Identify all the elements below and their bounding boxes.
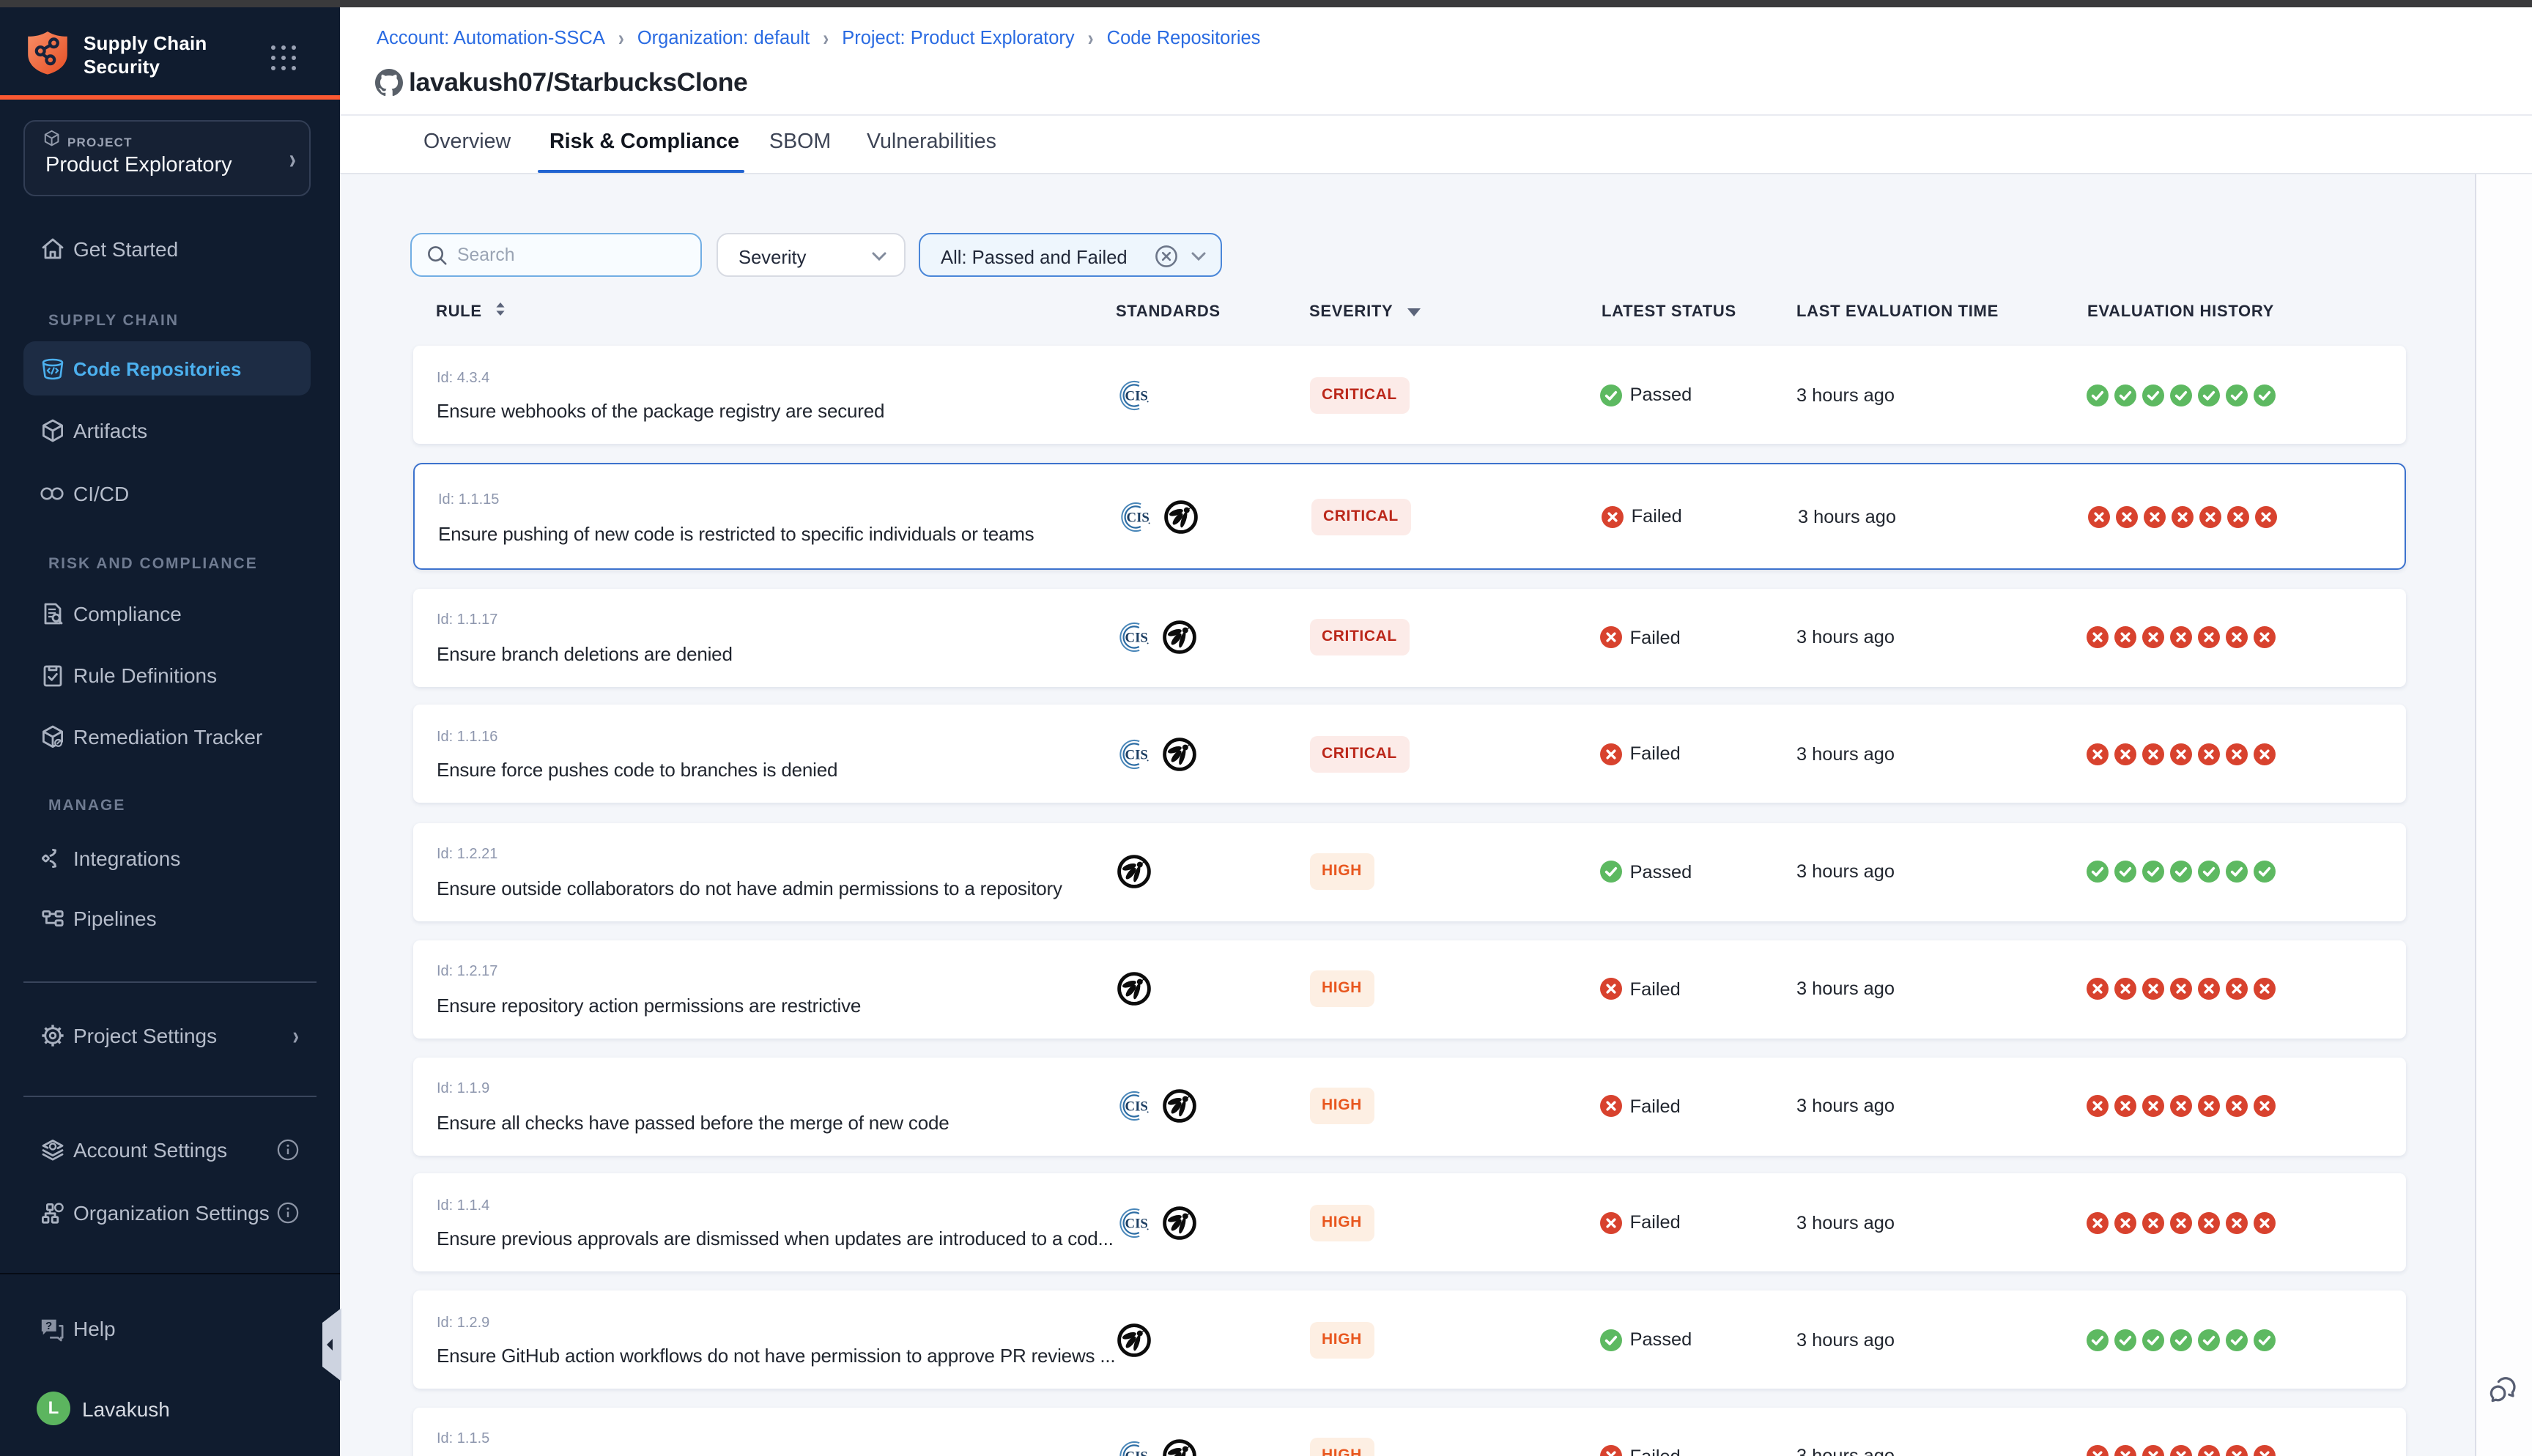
svg-text:CIS: CIS [1125,1099,1148,1115]
svg-text:CIS: CIS [1125,747,1148,762]
svg-text:CIS: CIS [1125,388,1148,404]
svg-text:CIS: CIS [1125,631,1148,646]
svg-text:?: ? [45,1319,52,1331]
svg-text:CIS: CIS [1127,510,1150,525]
svg-text:CIS: CIS [1125,1216,1148,1231]
svg-text:CIS: CIS [1125,1449,1148,1456]
